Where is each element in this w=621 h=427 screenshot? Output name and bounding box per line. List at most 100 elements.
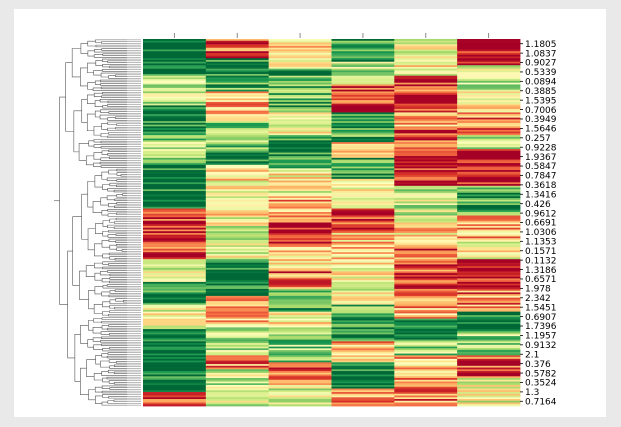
dendrogram-link <box>107 117 127 121</box>
heatmap-cell <box>143 266 207 269</box>
row-dendrogram <box>54 39 141 406</box>
heatmap-cell <box>331 45 395 49</box>
heatmap-cell <box>268 185 332 188</box>
heatmap-cell <box>268 271 332 274</box>
heatmap-cell <box>457 94 521 98</box>
heatmap-cell <box>268 229 332 232</box>
heatmap-cell <box>457 49 521 52</box>
heatmap-cell <box>457 136 521 140</box>
heatmap-cell <box>268 61 332 64</box>
heatmap-cell <box>205 243 270 246</box>
heatmap-cell <box>331 281 395 285</box>
heatmap-cell <box>143 131 207 134</box>
heatmap-cell <box>394 98 458 101</box>
heatmap-cell <box>205 390 270 393</box>
heatmap-cell <box>205 198 270 201</box>
heatmap-cell <box>331 388 395 391</box>
heatmap-cell <box>268 115 332 119</box>
heatmap-cell <box>331 231 395 234</box>
heatmap-cell <box>268 107 332 110</box>
dendrogram-link <box>94 386 103 393</box>
heatmap-cell <box>394 178 458 181</box>
dendrogram-link <box>92 87 127 91</box>
heatmap-cell <box>331 273 395 276</box>
heatmap-cell <box>331 259 395 262</box>
heatmap-cell <box>268 89 332 92</box>
heatmap-cell <box>268 343 332 346</box>
heatmap-cell <box>457 58 521 61</box>
dendrogram-link <box>95 223 103 234</box>
heatmap-cell <box>205 70 270 73</box>
heatmap-cell <box>205 147 270 150</box>
heatmap-cell <box>394 404 458 407</box>
heatmap-cell <box>268 285 332 288</box>
heatmap-cell <box>205 75 270 78</box>
heatmap-cell <box>268 77 332 80</box>
heatmap-cell <box>331 262 395 265</box>
heatmap-cell <box>205 191 270 194</box>
heatmap-cell <box>457 86 521 89</box>
heatmap-cell <box>457 149 521 152</box>
heatmap-cell <box>394 40 458 43</box>
heatmap-cell <box>143 129 207 133</box>
heatmap-cell <box>143 117 207 120</box>
heatmap-cell <box>457 177 521 180</box>
heatmap-cell <box>457 213 521 216</box>
heatmap-cell <box>394 350 458 353</box>
heatmap-cell <box>394 222 458 225</box>
heatmap-cell <box>457 107 521 110</box>
heatmap-cell <box>394 306 458 309</box>
heatmap-cell <box>205 86 270 89</box>
heatmap-cell <box>205 82 270 85</box>
dendrogram-link <box>107 153 127 156</box>
heatmap-cell <box>331 163 395 166</box>
heatmap-cell <box>331 229 395 232</box>
heatmap-cell <box>331 325 395 328</box>
heatmap-cell <box>143 273 207 276</box>
heatmap-cell <box>394 192 458 195</box>
heatmap-cell <box>457 124 521 127</box>
dendrogram-link <box>87 181 95 208</box>
heatmap-cell <box>143 299 207 302</box>
heatmap-cell <box>143 364 207 367</box>
heatmap-cell <box>457 52 521 56</box>
heatmap-cell <box>143 315 207 318</box>
dendrogram-link <box>107 209 127 212</box>
heatmap-cell <box>205 278 270 281</box>
heatmap-cell <box>457 234 521 237</box>
heatmap-cell <box>205 196 270 199</box>
heatmap-cell <box>205 378 270 381</box>
heatmap-cell <box>205 100 270 103</box>
heatmap-cell <box>394 332 458 335</box>
heatmap-cell <box>394 346 458 349</box>
heatmap-cell <box>268 110 332 113</box>
heatmap-cell <box>205 301 270 304</box>
heatmap-cell <box>143 91 207 94</box>
heatmap-cell <box>457 392 521 395</box>
heatmap-cell <box>143 217 207 220</box>
heatmap-cell <box>394 260 458 264</box>
heatmap-cell <box>143 304 207 307</box>
heatmap-cell <box>457 397 521 400</box>
heatmap-cell <box>457 309 521 313</box>
dendrogram-link <box>107 400 127 404</box>
heatmap-cell <box>268 390 332 393</box>
heatmap-cell <box>457 318 521 321</box>
heatmap-cell <box>205 96 270 99</box>
dendrogram-link <box>101 401 127 406</box>
heatmap-cell <box>457 175 521 178</box>
heatmap-cell <box>143 178 207 181</box>
y-tick-label: 1.5451 <box>525 303 557 313</box>
dendrogram-link <box>106 355 127 359</box>
heatmap-cell <box>457 262 521 265</box>
heatmap-cell <box>143 213 207 216</box>
dendrogram-link <box>107 224 127 229</box>
heatmap-cell <box>205 253 270 257</box>
heatmap-cell <box>331 311 395 314</box>
heatmap-cell <box>205 122 270 126</box>
heatmap-cell <box>205 351 270 354</box>
dendrogram-link <box>100 271 110 276</box>
heatmap-cell <box>331 77 395 80</box>
heatmap-cell <box>394 196 458 199</box>
heatmap-cell <box>331 44 395 47</box>
